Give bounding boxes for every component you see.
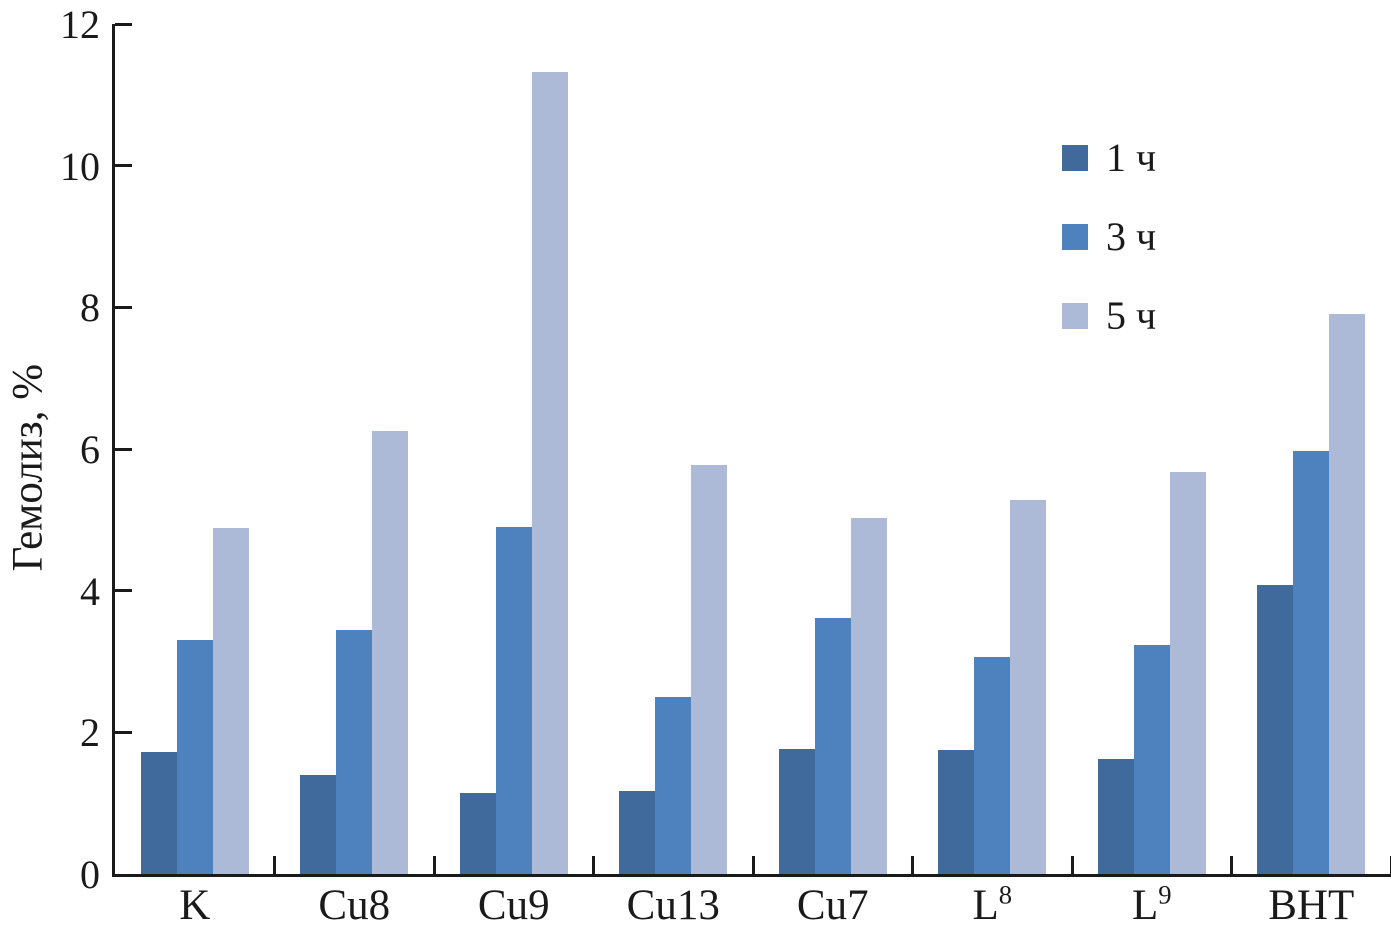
legend-item-2: 3 ч xyxy=(1062,213,1156,260)
x-tick-mark-3 xyxy=(592,856,595,874)
bar-Cu13-series3 xyxy=(691,464,728,874)
y-tick-mark-12 xyxy=(115,22,132,26)
bar-K-series2 xyxy=(176,640,213,874)
y-tick-mark-8 xyxy=(115,305,132,309)
bar-L8-series2 xyxy=(974,656,1011,874)
x-tick-mark-7 xyxy=(1230,856,1233,874)
bar-Cu7-series1 xyxy=(778,749,815,874)
bar-Cu7-series2 xyxy=(814,617,851,874)
y-tick-mark-4 xyxy=(115,589,132,593)
x-tick-label-L9: L9 xyxy=(1131,879,1172,929)
bar-BHT-series3 xyxy=(1329,314,1366,874)
bar-Cu8-series1 xyxy=(300,774,337,874)
x-tick-mark-6 xyxy=(1070,856,1074,874)
bar-L9-series1 xyxy=(1097,758,1134,874)
bar-K-series1 xyxy=(140,752,177,874)
x-tick-label-Cu13: Cu13 xyxy=(626,882,720,929)
x-tick-label-L8: L8 xyxy=(972,879,1013,929)
x-tick-mark-5 xyxy=(911,856,914,874)
bar-Cu9-series1 xyxy=(459,792,496,874)
y-tick-label-6: 6 xyxy=(80,427,100,472)
bar-BHT-series1 xyxy=(1257,585,1294,874)
x-tick-label-Cu8: Cu8 xyxy=(318,882,391,929)
x-tick-label-Cu7: Cu7 xyxy=(796,882,869,929)
bar-Cu8-series3 xyxy=(372,431,409,874)
x-tick-label-BHT: BHT xyxy=(1268,882,1355,929)
legend: 1 ч 3 ч 5 ч xyxy=(1062,134,1156,339)
bar-K-series3 xyxy=(212,528,249,874)
legend-label-3: 5 ч xyxy=(1106,292,1157,338)
legend-swatch-1 xyxy=(1062,144,1088,171)
y-tick-mark-6 xyxy=(115,447,132,451)
bar-Cu9-series2 xyxy=(495,526,532,874)
plot-area xyxy=(112,22,1391,877)
y-tick-label-0: 0 xyxy=(80,852,100,897)
bar-L9-series3 xyxy=(1169,471,1206,874)
bar-Cu9-series3 xyxy=(531,72,568,874)
bar-Cu7-series3 xyxy=(850,518,887,874)
bar-L8-series3 xyxy=(1010,500,1047,874)
bar-L9-series2 xyxy=(1133,644,1170,874)
y-tick-label-8: 8 xyxy=(80,285,100,331)
y-tick-label-12: 12 xyxy=(60,2,100,47)
legend-swatch-3 xyxy=(1062,302,1088,329)
x-tick-mark-2 xyxy=(432,856,436,874)
legend-label-1: 1 ч xyxy=(1106,134,1157,180)
bar-L8-series1 xyxy=(938,750,975,874)
legend-label-2: 3 ч xyxy=(1106,213,1157,259)
legend-item-3: 5 ч xyxy=(1062,292,1156,339)
legend-swatch-2 xyxy=(1062,223,1088,250)
y-tick-mark-2 xyxy=(115,730,132,734)
x-tick-label-Cu9: Cu9 xyxy=(477,882,550,929)
x-tick-mark-1 xyxy=(273,856,276,874)
bar-Cu13-series2 xyxy=(655,696,692,874)
y-tick-mark-10 xyxy=(115,164,132,168)
x-tick-label-K: K xyxy=(179,882,211,929)
y-tick-label-4: 4 xyxy=(80,568,100,614)
legend-item-1: 1 ч xyxy=(1062,134,1156,181)
bar-Cu8-series2 xyxy=(336,629,373,874)
x-tick-mark-8 xyxy=(1389,856,1391,874)
y-tick-label-10: 10 xyxy=(60,143,100,189)
bar-Cu13-series1 xyxy=(619,791,656,874)
bar-BHT-series2 xyxy=(1293,451,1330,874)
x-tick-mark-4 xyxy=(751,856,755,874)
y-tick-label-2: 2 xyxy=(80,710,100,756)
y-axis-title: Гемолиз, % xyxy=(4,363,52,572)
